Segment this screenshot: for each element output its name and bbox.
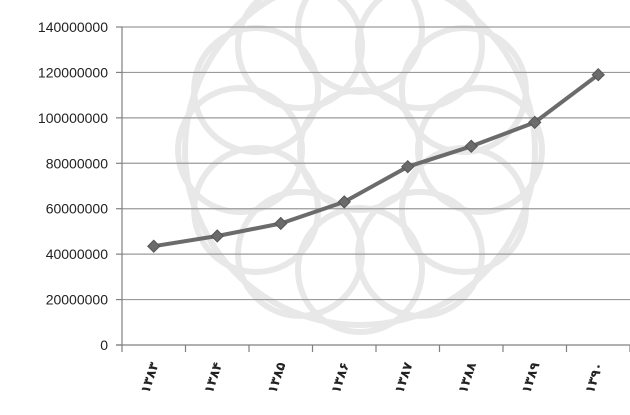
x-tick-label: ۱۳۸۳ [137,360,161,395]
y-tick-label: 40000000 [46,246,109,262]
series [147,67,605,253]
axes [116,26,630,352]
data-point-marker [210,229,224,243]
emblem-shape [175,0,545,335]
data-point-marker [528,115,542,130]
series-line [153,73,600,249]
data-point-marker [147,239,161,253]
y-tick-label: 60000000 [46,201,109,217]
x-tick-label: ۱۳۹۰ [582,360,606,395]
y-tick-label: 100000000 [38,110,108,126]
y-tick-labels: 0 20000000 40000000 60000000 80000000 1000000… [38,19,108,353]
data-point-marker [274,216,288,231]
x-tick-label: ۱۳۸۶ [328,360,352,395]
x-tick-label: ۱۳۸۷ [391,360,415,395]
y-tick-label: 120000000 [38,64,108,80]
x-tick-label: ۱۳۸۹ [518,360,542,395]
y-tick-label: 80000000 [46,155,109,171]
data-point-marker [464,139,478,153]
data-point-marker [401,159,415,174]
gridlines [122,26,630,301]
y-tick-label: 140000000 [38,19,108,35]
data-point-marker [337,195,351,209]
watermark-emblem [175,0,545,335]
y-tick-label: 20000000 [46,292,109,308]
y-tick-label: 0 [100,337,108,353]
data-point-marker [591,67,605,82]
x-tick-label: ۱۳۸۵ [264,360,288,395]
x-tick-label: ۱۳۸۸ [455,360,479,395]
x-tick-labels: ۱۳۸۳ ۱۳۸۴ ۱۳۸۵ ۱۳۸۶ ۱۳۸۷ ۱۳۸۸ ۱۳۸۹ ۱۳۹۰ [137,360,606,395]
x-tick-label: ۱۳۸۴ [201,360,225,395]
